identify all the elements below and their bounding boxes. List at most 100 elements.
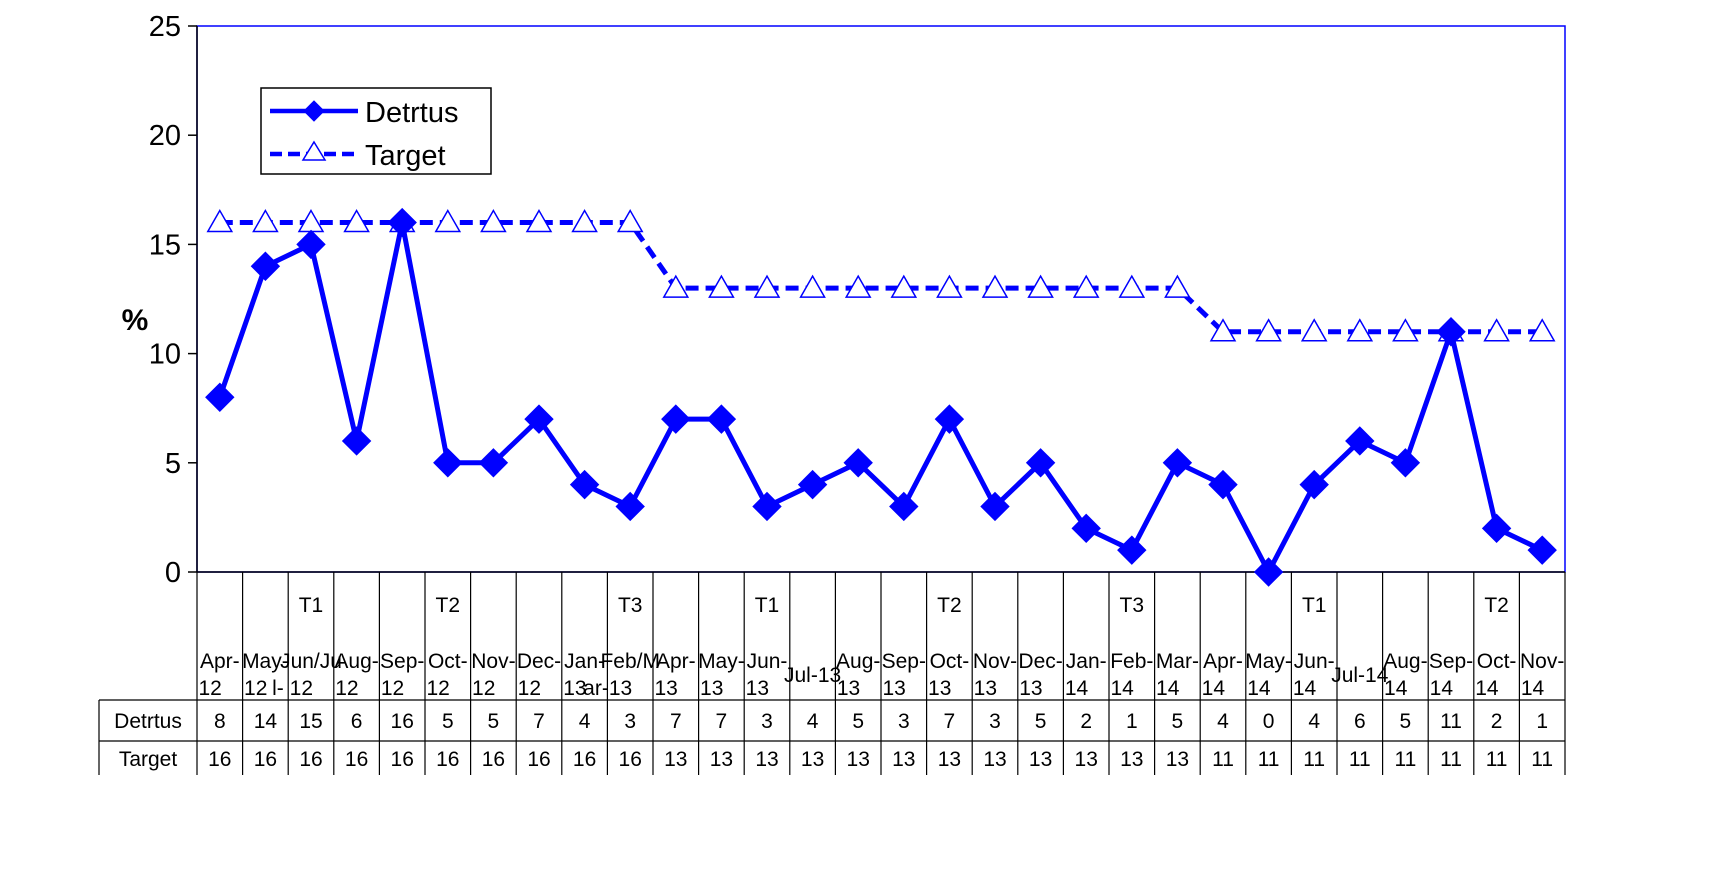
table-cell-value: 11 [1258, 748, 1280, 771]
table-cell-value: 4 [1217, 710, 1229, 733]
category-label: 14 [1384, 677, 1408, 700]
detrtus-point [615, 491, 645, 522]
table-cell-value: 3 [898, 710, 910, 733]
table-cell-value: 16 [436, 748, 459, 771]
category-group-label: T3 [1120, 594, 1145, 617]
category-label: 12 [472, 677, 495, 700]
table-cell-value: 5 [1400, 710, 1412, 733]
table-cell-value: 13 [755, 748, 778, 771]
category-label: Jun/Ju [280, 650, 342, 673]
y-tick-label: 5 [165, 448, 181, 480]
table-cell-value: 1 [1536, 710, 1548, 733]
detrtus-point [1071, 513, 1101, 544]
category-label: Mar- [1156, 650, 1199, 673]
detrtus-point [524, 404, 554, 434]
table-cell-value: 1 [1126, 710, 1138, 733]
category-label: 14 [1110, 677, 1134, 700]
target-point [1392, 318, 1419, 342]
table-cell-value: 13 [1029, 748, 1052, 771]
target-point [708, 274, 735, 298]
legend-target-label: Target [365, 140, 446, 172]
y-axis-label: % [122, 304, 149, 337]
table-cell-value: 7 [944, 710, 956, 733]
category-label: 13 [700, 677, 723, 700]
target-point [434, 209, 462, 233]
table-cell-value: 13 [983, 748, 1006, 771]
table-cell-value: 11 [1394, 748, 1416, 771]
table-cell-value: 11 [1303, 748, 1325, 771]
target-point [1072, 274, 1100, 298]
table-cell-value: 11 [1440, 710, 1462, 733]
table-cell-value: 16 [573, 748, 596, 771]
table-cell-value: 11 [1531, 748, 1553, 771]
detrtus-point [1436, 317, 1466, 347]
table-cell-value: 11 [1349, 748, 1371, 771]
category-group-label: T1 [755, 594, 780, 617]
target-point [1164, 274, 1191, 298]
table-cell-value: 13 [664, 748, 687, 771]
category-label: 13 [1019, 677, 1042, 700]
category-group-label: T2 [436, 594, 461, 617]
target-point [616, 209, 644, 233]
detrtus-point [1162, 448, 1193, 478]
category-label: Nov- [973, 650, 1017, 673]
category-label: 13 [882, 677, 905, 700]
y-tick-label: 20 [149, 120, 181, 152]
detrtus-point [1253, 557, 1284, 587]
table-cell-value: 16 [527, 748, 550, 771]
table-cell-value: 8 [214, 710, 226, 733]
legend-detrtus-label: Detrtus [365, 97, 458, 129]
category-label: May- [1245, 650, 1292, 673]
table-cell-value: 16 [391, 710, 414, 733]
detrtus-point [1117, 535, 1147, 565]
category-label: l- 12 [272, 677, 313, 700]
target-point [890, 274, 918, 298]
detrtus-point [1025, 448, 1056, 478]
legend-box [260, 87, 492, 175]
detrtus-point [889, 491, 919, 522]
category-label: 13 [654, 677, 677, 700]
table-cell-value: 13 [710, 748, 733, 771]
category-label: 14 [1247, 677, 1271, 700]
category-label: 13 [974, 677, 997, 700]
detrtus-point [752, 491, 782, 522]
table-cell-value: 14 [254, 710, 278, 733]
category-label: Feb- [1110, 650, 1153, 673]
target-point [252, 209, 279, 233]
y-tick-label: 15 [149, 229, 181, 261]
category-group-label: T1 [1302, 594, 1327, 617]
table-cell-value: 13 [801, 748, 824, 771]
detrtus-point [387, 207, 417, 238]
detrtus-point [934, 404, 965, 434]
category-group-label: T3 [618, 594, 643, 617]
target-point [206, 209, 234, 233]
table-cell-value: 5 [852, 710, 864, 733]
category-label: 14 [1475, 677, 1499, 700]
category-label: Aug- [334, 650, 378, 673]
detrtus-point [980, 491, 1010, 522]
category-label: Jan- [1066, 650, 1107, 673]
target-point [571, 209, 598, 233]
table-cell-value: 4 [807, 710, 819, 733]
table-cell-value: 16 [254, 748, 277, 771]
category-label: 13 [563, 677, 586, 700]
target-point [844, 274, 872, 298]
category-label: 12 [198, 677, 221, 700]
category-group-label: T2 [937, 594, 962, 617]
category-label: Jun- [1294, 650, 1335, 673]
table-cell-value: 16 [299, 748, 322, 771]
table-cell-value: 5 [1172, 710, 1184, 733]
category-label: 12 [335, 677, 358, 700]
detrtus-point [296, 229, 326, 260]
category-label: Oct- [1477, 650, 1517, 673]
table-cell-value: 13 [847, 748, 870, 771]
table-cell-value: 16 [391, 748, 414, 771]
detrtus-point [250, 251, 281, 281]
detrtus-point [1345, 426, 1375, 456]
target-point [1483, 318, 1510, 342]
category-group-label: T2 [1484, 594, 1509, 617]
category-label: Dec- [517, 650, 561, 673]
category-label: 13 [746, 677, 769, 700]
table-cell-value: 3 [624, 710, 636, 733]
